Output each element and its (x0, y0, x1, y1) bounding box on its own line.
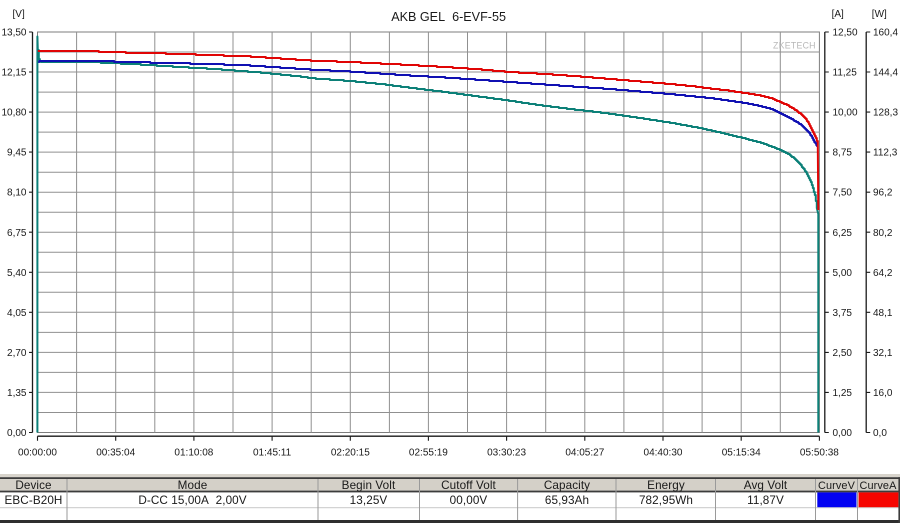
svg-text:0,0: 0,0 (873, 428, 887, 439)
svg-text:80,2: 80,2 (873, 228, 893, 239)
svg-text:64,2: 64,2 (873, 268, 893, 279)
svg-text:2,50: 2,50 (833, 348, 853, 359)
svg-text:7,50: 7,50 (833, 188, 853, 199)
svg-text:6,25: 6,25 (833, 228, 853, 239)
svg-text:11,87V: 11,87V (747, 494, 784, 507)
svg-text:CurveA: CurveA (860, 480, 898, 492)
svg-text:0,00: 0,00 (7, 428, 27, 439)
svg-text:00:00:00: 00:00:00 (18, 447, 57, 458)
svg-text:144,4: 144,4 (873, 68, 898, 79)
svg-text:EBC-B20H: EBC-B20H (5, 494, 63, 507)
svg-text:00,00V: 00,00V (450, 494, 488, 507)
svg-text:01:45:11: 01:45:11 (253, 447, 292, 458)
svg-text:128,3: 128,3 (873, 108, 898, 119)
svg-text:12,50: 12,50 (833, 28, 858, 39)
svg-text:Begin Volt: Begin Volt (342, 479, 396, 492)
svg-text:02:20:15: 02:20:15 (331, 447, 370, 458)
svg-text:5,00: 5,00 (833, 268, 853, 279)
svg-text:3,75: 3,75 (833, 308, 853, 319)
svg-text:[A]: [A] (832, 9, 844, 20)
svg-text:5,40: 5,40 (7, 268, 27, 279)
svg-text:10,00: 10,00 (833, 108, 858, 119)
svg-text:9,45: 9,45 (7, 148, 27, 159)
svg-text:96,2: 96,2 (873, 188, 893, 199)
svg-text:AKB GEL 6-EVF-55: AKB GEL 6-EVF-55 (391, 10, 506, 24)
svg-text:[W]: [W] (872, 9, 887, 20)
svg-text:782,95Wh: 782,95Wh (639, 494, 693, 507)
svg-text:Cutoff Volt: Cutoff Volt (441, 479, 496, 492)
svg-text:CurveV: CurveV (818, 480, 856, 492)
svg-text:Capacity: Capacity (544, 479, 590, 492)
svg-text:ZKETECH: ZKETECH (773, 41, 816, 51)
svg-text:03:30:23: 03:30:23 (487, 447, 526, 458)
svg-text:05:15:34: 05:15:34 (722, 447, 761, 458)
svg-text:1,35: 1,35 (7, 388, 27, 399)
svg-text:12,15: 12,15 (1, 68, 26, 79)
svg-text:160,4: 160,4 (873, 28, 898, 39)
svg-text:32,1: 32,1 (873, 348, 893, 359)
svg-text:04:40:30: 04:40:30 (644, 447, 683, 458)
svg-text:Mode: Mode (178, 479, 208, 492)
svg-text:Avg Volt: Avg Volt (744, 479, 788, 492)
svg-text:16,0: 16,0 (873, 388, 893, 399)
svg-text:[V]: [V] (13, 9, 25, 20)
svg-text:D-CC 15,00A 2,00V: D-CC 15,00A 2,00V (138, 494, 246, 507)
svg-text:02:55:19: 02:55:19 (409, 447, 448, 458)
svg-text:11,25: 11,25 (833, 68, 858, 79)
svg-text:Device: Device (15, 479, 51, 492)
svg-text:05:50:38: 05:50:38 (800, 447, 839, 458)
svg-text:13,25V: 13,25V (350, 494, 388, 507)
svg-text:1,25: 1,25 (833, 388, 853, 399)
svg-text:6,75: 6,75 (7, 228, 27, 239)
svg-text:48,1: 48,1 (873, 308, 893, 319)
svg-text:04:05:27: 04:05:27 (565, 447, 604, 458)
svg-text:0,00: 0,00 (833, 428, 853, 439)
svg-text:8,75: 8,75 (833, 148, 853, 159)
svg-text:Energy: Energy (647, 479, 685, 492)
svg-text:4,05: 4,05 (7, 308, 27, 319)
svg-text:01:10:08: 01:10:08 (174, 447, 213, 458)
svg-text:00:35:04: 00:35:04 (96, 447, 135, 458)
svg-text:10,80: 10,80 (1, 108, 26, 119)
svg-text:13,50: 13,50 (1, 28, 26, 39)
svg-text:65,93Ah: 65,93Ah (545, 494, 589, 507)
svg-text:2,70: 2,70 (7, 348, 27, 359)
svg-text:112,3: 112,3 (873, 148, 898, 159)
svg-text:8,10: 8,10 (7, 188, 27, 199)
